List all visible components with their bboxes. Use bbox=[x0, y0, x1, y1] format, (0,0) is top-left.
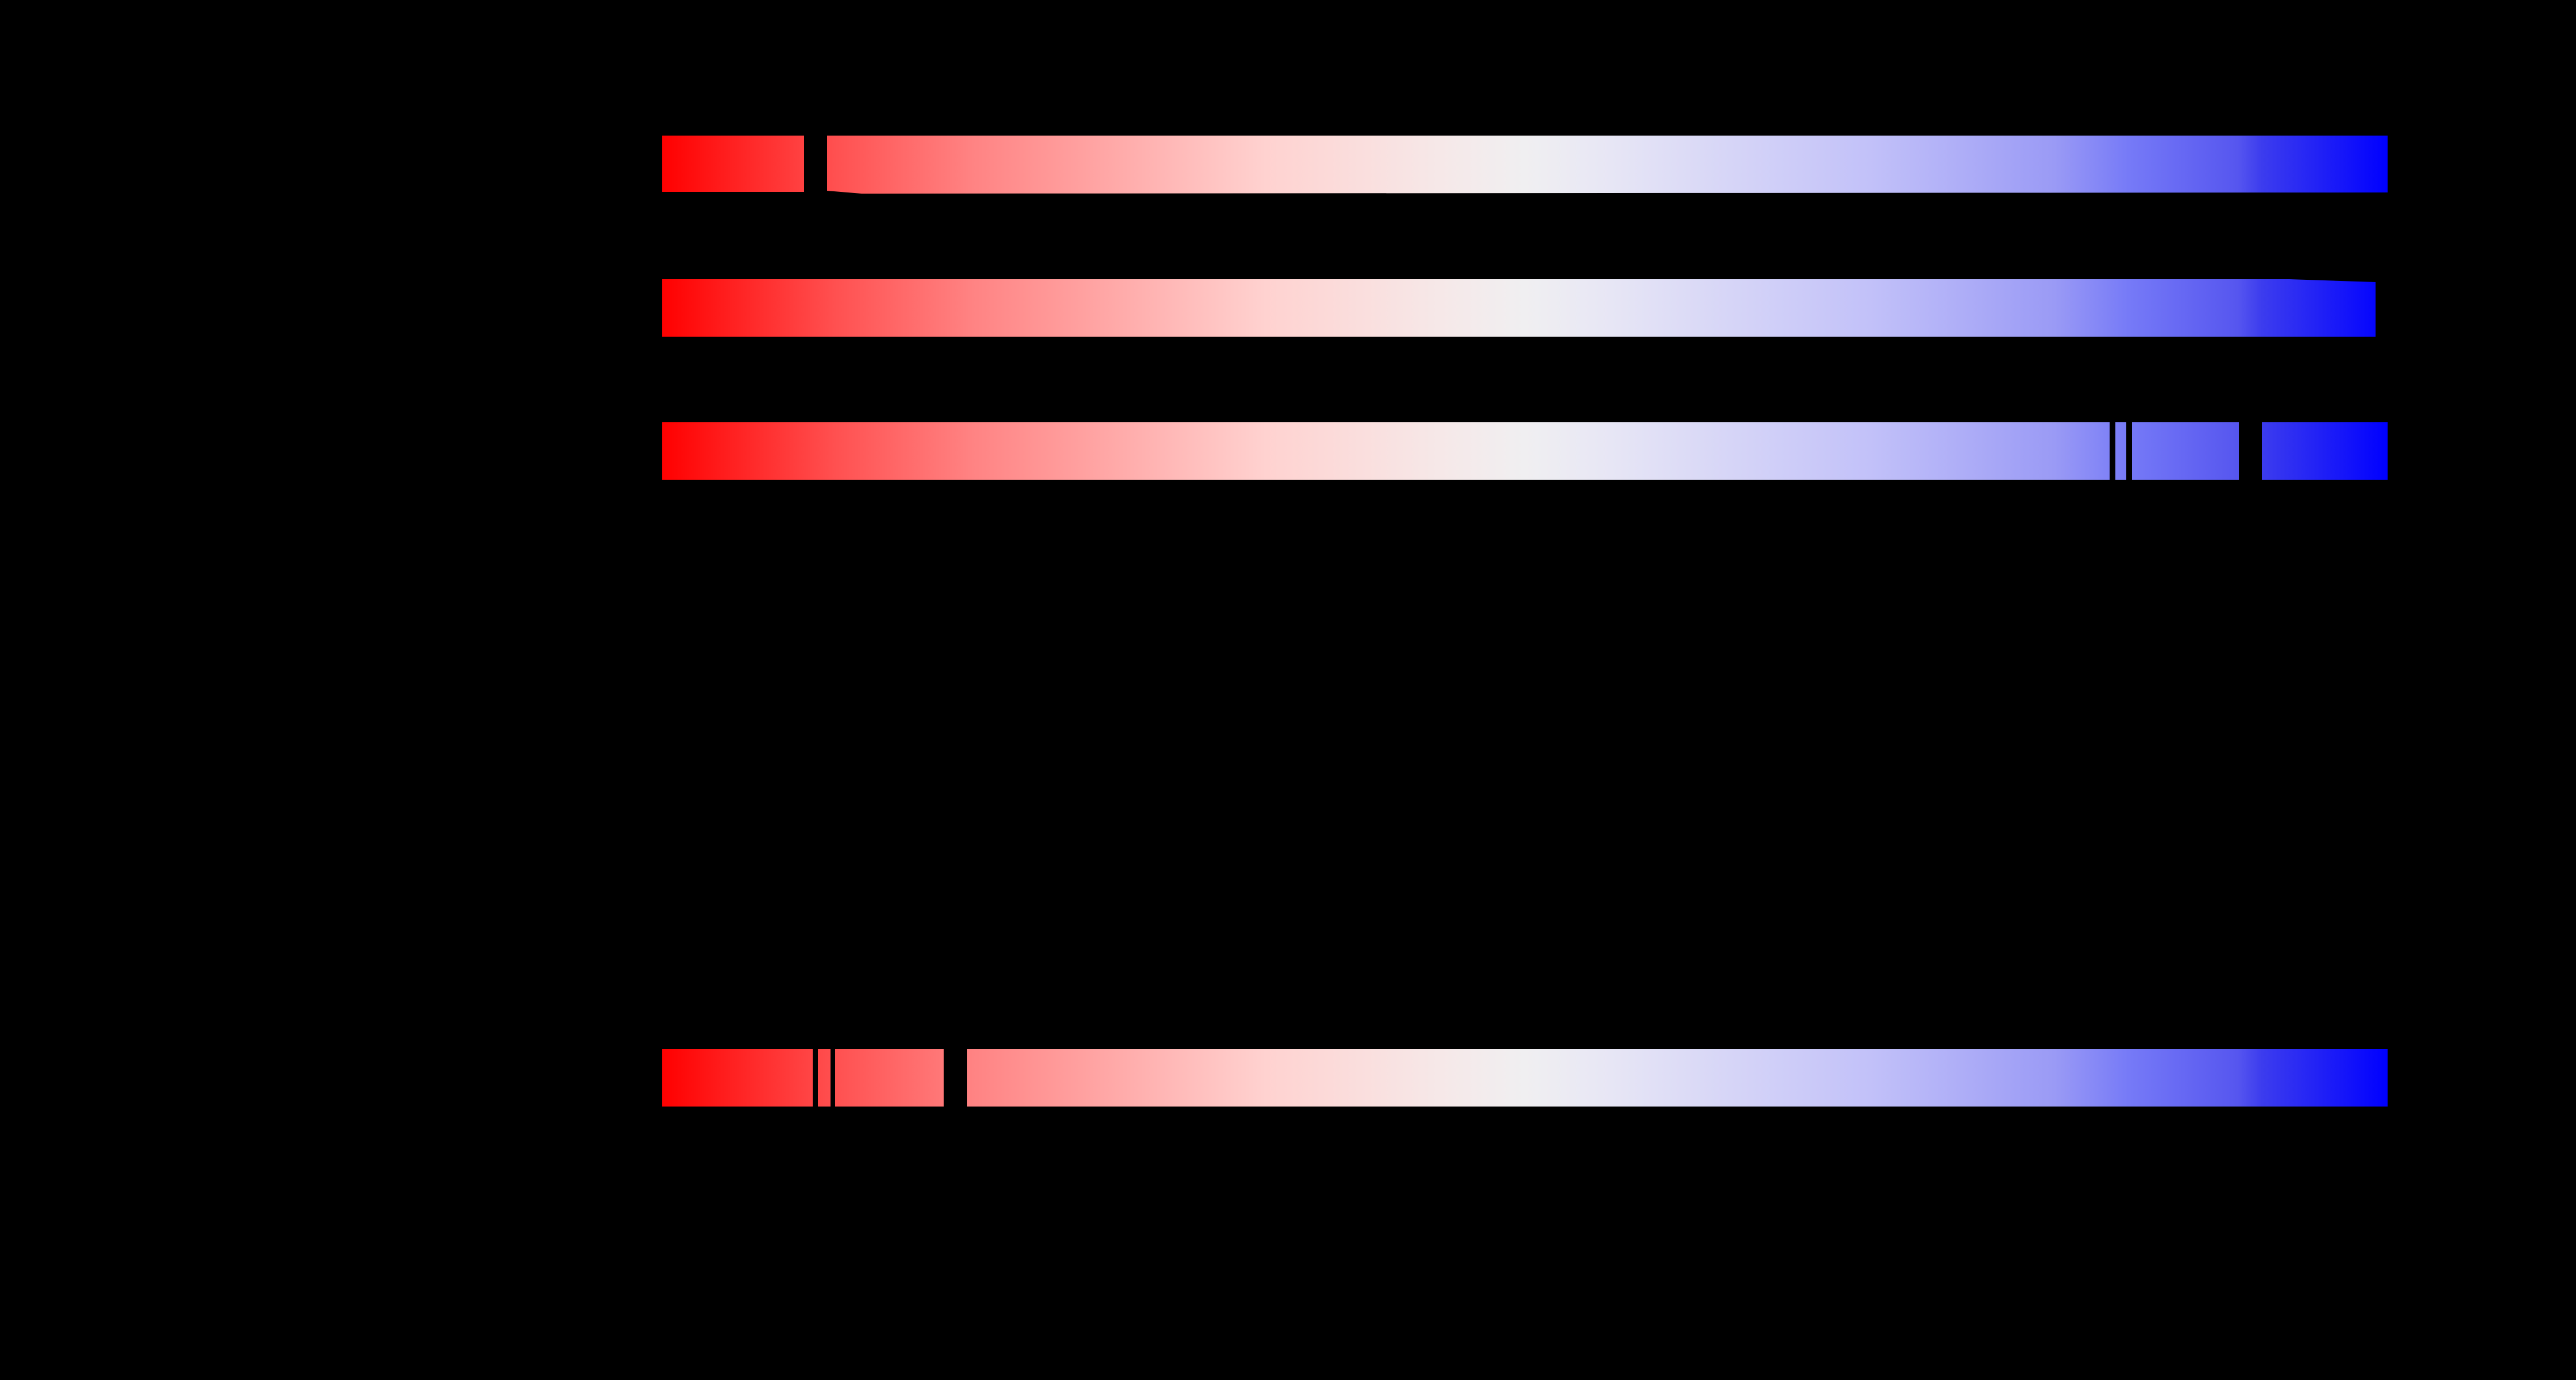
bar-segment bbox=[2115, 422, 2126, 480]
bar-segment bbox=[835, 1049, 944, 1107]
bar-segment bbox=[2132, 422, 2239, 480]
bar-segment bbox=[662, 1049, 813, 1107]
bar-segment bbox=[2262, 422, 2388, 480]
bar-segment bbox=[827, 136, 2388, 194]
bar-segment bbox=[967, 1049, 2388, 1107]
bar-segment bbox=[818, 1049, 831, 1107]
bar-segment bbox=[662, 136, 804, 192]
bar-segment bbox=[662, 279, 2376, 337]
bar-segment bbox=[662, 422, 2110, 480]
